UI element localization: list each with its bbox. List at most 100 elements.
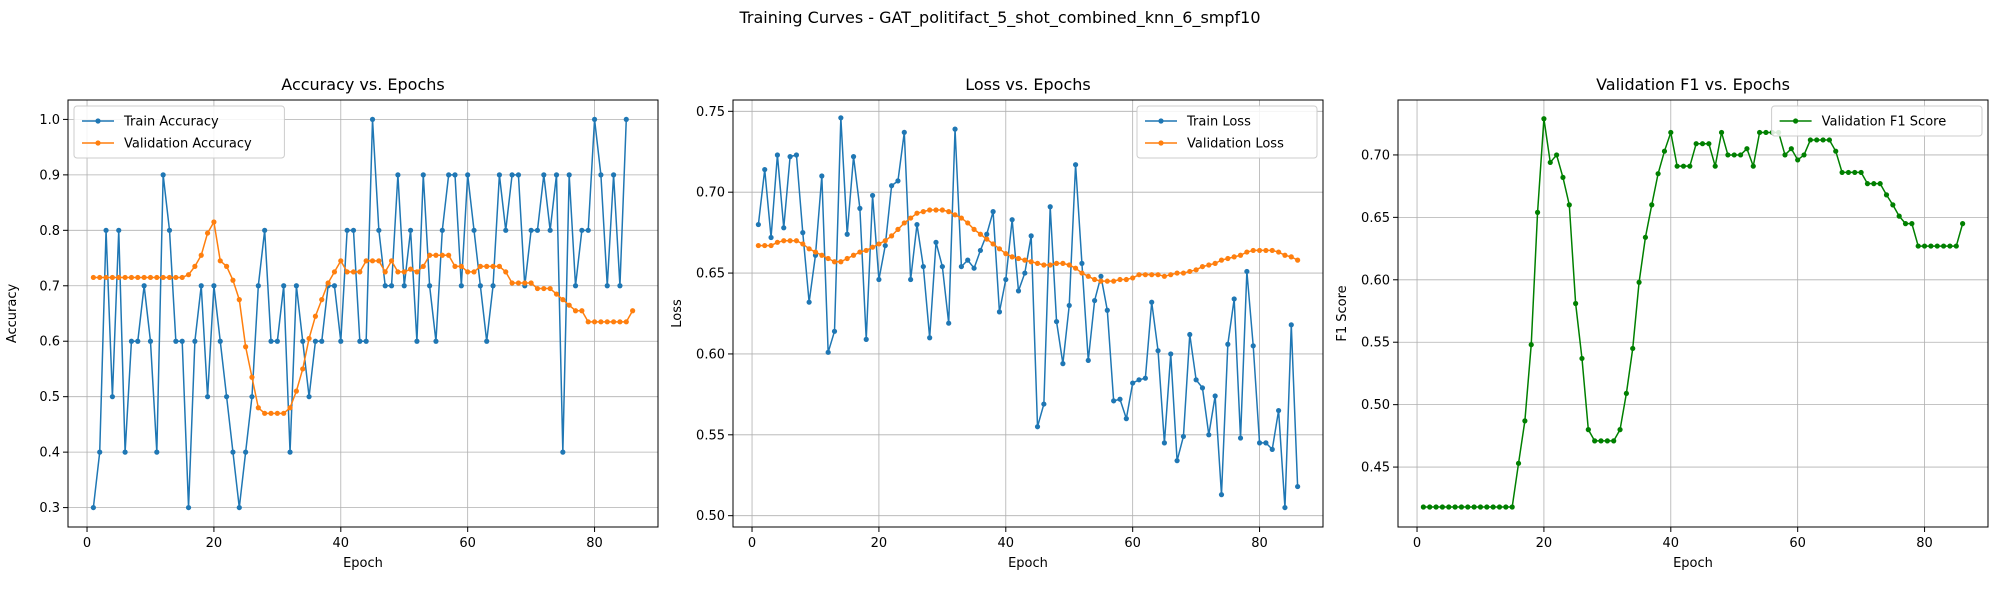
data-point (1592, 438, 1598, 444)
data-point (1206, 432, 1212, 438)
data-point (1953, 243, 1959, 249)
data-point (1256, 440, 1263, 446)
data-point (312, 338, 319, 344)
y-tick-label: 0.4 (39, 446, 60, 461)
data-point (1072, 162, 1079, 168)
data-point (914, 221, 920, 228)
data-point (395, 172, 401, 178)
data-point (97, 449, 103, 455)
data-point (755, 221, 761, 228)
data-point (382, 269, 388, 275)
y-tick-label: 0.50 (696, 509, 725, 524)
data-point (1642, 234, 1649, 240)
data-point (300, 366, 306, 372)
chart-panel-1: 0 20 40 60 80 0.3 0.4 0.5 0.6 0.7 0.8 0.9 1.0 Accurac… (5, 75, 659, 571)
data-point (1458, 504, 1465, 510)
data-point (895, 178, 901, 184)
data-point (1212, 393, 1218, 399)
data-point (1009, 217, 1015, 223)
data-point (185, 504, 192, 511)
data-point (869, 192, 876, 199)
data-point (1693, 141, 1699, 147)
series-line (757, 117, 1299, 509)
data-point (236, 297, 242, 303)
x-tick-label: 40 (998, 536, 1015, 551)
data-point (173, 338, 179, 344)
data-point (281, 283, 287, 289)
data-point (547, 227, 553, 233)
data-point (579, 308, 585, 314)
data-point (414, 338, 420, 344)
data-point (1282, 252, 1288, 258)
data-point (1452, 504, 1458, 510)
data-point (211, 283, 217, 289)
data-point (293, 388, 299, 394)
data-point (1915, 243, 1921, 249)
data-point (604, 283, 610, 289)
data-point (1566, 202, 1572, 208)
data-point (407, 266, 414, 272)
data-point (452, 172, 458, 178)
data-point (350, 227, 357, 233)
legend-box (73, 105, 285, 159)
data-point (420, 263, 426, 269)
data-point (515, 172, 522, 178)
data-point (1902, 221, 1909, 227)
data-point (933, 207, 939, 213)
data-point (1149, 299, 1155, 305)
x-tick-label: 20 (1536, 536, 1553, 551)
data-point (522, 280, 528, 286)
data-point (958, 263, 964, 270)
data-point (838, 115, 844, 121)
data-point (1725, 152, 1731, 158)
data-point (1142, 375, 1148, 381)
data-point (135, 274, 141, 281)
data-point (528, 227, 534, 233)
data-point (1960, 221, 1966, 227)
data-point (1807, 137, 1813, 143)
data-point (1471, 504, 1477, 510)
data-point (1066, 262, 1072, 268)
data-point (414, 269, 420, 275)
series-train-accuracy (90, 116, 629, 511)
data-point (889, 183, 895, 189)
data-point (831, 259, 838, 265)
data-point (369, 116, 376, 123)
data-point (908, 276, 914, 283)
data-point (920, 263, 926, 270)
y-tick-label: 0.75 (696, 105, 725, 120)
data-point (1041, 262, 1047, 268)
data-point (762, 166, 768, 173)
data-point (198, 252, 204, 258)
data-point (388, 258, 395, 264)
legend-box (1136, 105, 1318, 159)
data-point (965, 220, 971, 226)
data-point (306, 394, 312, 400)
data-point (363, 338, 369, 344)
data-point (610, 172, 617, 178)
legend-box (1771, 105, 1983, 137)
data-point (1934, 243, 1940, 249)
data-point (1092, 276, 1098, 283)
legend: Train Accuracy Validation Accuracy (73, 105, 285, 159)
data-point (1750, 163, 1756, 169)
data-point (1104, 307, 1110, 313)
data-point (560, 297, 566, 303)
series-validation-accuracy (90, 219, 636, 416)
data-point (325, 280, 331, 286)
data-point (1060, 260, 1066, 266)
data-point (90, 274, 96, 281)
data-point (857, 249, 863, 255)
data-point (1142, 272, 1148, 278)
data-point (477, 283, 483, 289)
data-point (579, 227, 585, 233)
data-point (141, 283, 147, 289)
data-point (274, 410, 280, 416)
data-point (547, 285, 553, 292)
data-point (990, 209, 996, 215)
data-point (179, 274, 185, 281)
data-point (243, 344, 249, 350)
data-point (844, 231, 850, 237)
data-point (166, 274, 173, 281)
data-point (1098, 278, 1104, 284)
